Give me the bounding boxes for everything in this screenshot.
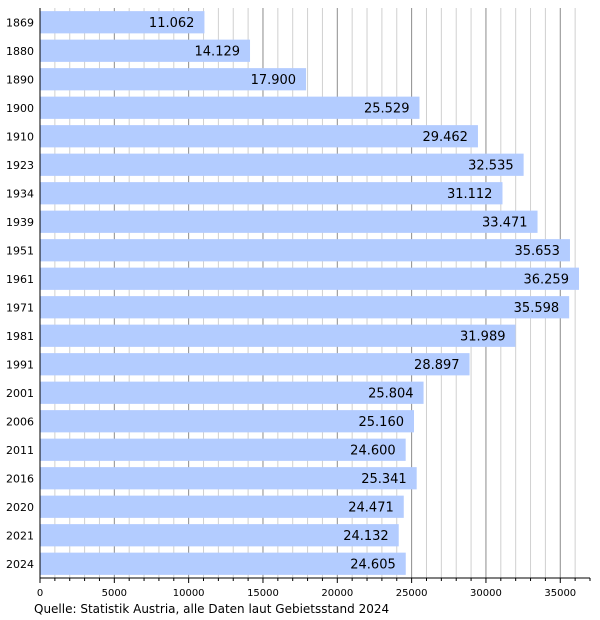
bar-1951 xyxy=(40,239,570,262)
bar-1910 xyxy=(40,125,478,148)
bar-value-label: 31.989 xyxy=(460,329,506,344)
y-tick-label: 1934 xyxy=(6,187,34,200)
source-note: Quelle: Statistik Austria, alle Daten la… xyxy=(34,602,390,616)
bar-1981 xyxy=(40,324,516,347)
bar-value-label: 32.535 xyxy=(468,158,514,173)
bar-1923 xyxy=(40,153,524,176)
y-tick-label: 1890 xyxy=(6,73,34,86)
y-tick-label: 1880 xyxy=(6,45,34,58)
bar-1971 xyxy=(40,296,570,319)
bar-value-label: 36.259 xyxy=(523,272,569,287)
y-tick-label: 1939 xyxy=(6,216,34,229)
bar-2024 xyxy=(40,552,406,575)
y-tick-label: 2020 xyxy=(6,501,34,514)
bar-value-label: 25.529 xyxy=(364,101,410,116)
y-tick-label: 2001 xyxy=(6,387,34,400)
y-tick-label: 2024 xyxy=(6,558,34,571)
bar-value-label: 17.900 xyxy=(251,73,297,88)
bar-1890 xyxy=(40,68,307,91)
bar-1934 xyxy=(40,182,503,205)
y-tick-label: 1923 xyxy=(6,159,34,172)
bar-value-label: 25.804 xyxy=(368,386,414,401)
y-tick-label: 2011 xyxy=(6,444,34,457)
bar-value-label: 24.471 xyxy=(348,500,394,515)
x-tick-label: 15000 xyxy=(247,588,279,599)
y-tick-label: 1981 xyxy=(6,330,34,343)
bar-value-label: 35.653 xyxy=(514,244,560,259)
y-tick-label: 1991 xyxy=(6,358,34,371)
bar-value-label: 24.132 xyxy=(343,529,389,544)
bar-2006 xyxy=(40,410,414,433)
bar-value-label: 11.062 xyxy=(149,16,195,31)
bar-1991 xyxy=(40,353,470,376)
bar-1880 xyxy=(40,39,251,62)
y-tick-label: 1869 xyxy=(6,16,34,29)
bar-2021 xyxy=(40,524,399,547)
bar-value-label: 29.462 xyxy=(422,130,468,145)
bar-value-label: 25.160 xyxy=(359,415,405,430)
y-tick-label: 1900 xyxy=(6,102,34,115)
x-tick-label: 10000 xyxy=(173,588,205,599)
x-tick-label: 5000 xyxy=(102,588,127,599)
y-tick-label: 1910 xyxy=(6,130,34,143)
bar-2001 xyxy=(40,381,424,404)
grid-lines xyxy=(54,8,576,578)
y-tick-label: 2021 xyxy=(6,529,34,542)
bar-value-label: 14.129 xyxy=(195,44,241,59)
bar-value-label: 35.598 xyxy=(514,301,560,316)
bar-1961 xyxy=(40,267,579,290)
bar-value-label: 24.605 xyxy=(350,557,396,572)
x-tick-label: 30000 xyxy=(470,588,502,599)
bar-value-label: 28.897 xyxy=(414,358,460,373)
bar-value-label: 33.471 xyxy=(482,215,528,230)
bar-1939 xyxy=(40,210,538,233)
bar-2020 xyxy=(40,495,404,518)
y-tick-label: 1961 xyxy=(6,273,34,286)
y-tick-label: 2016 xyxy=(6,472,34,485)
bar-2016 xyxy=(40,467,417,490)
y-axis-labels: 1869 1880 1890 1900 1910 1923 1934 1939 1951 1961… xyxy=(6,16,34,571)
bar-1869 xyxy=(40,11,205,34)
bar-value-label: 31.112 xyxy=(447,187,493,202)
x-tick-label: 25000 xyxy=(396,588,428,599)
x-tick-label: 20000 xyxy=(321,588,353,599)
bar-2011 xyxy=(40,438,406,461)
bar-value-label: 24.600 xyxy=(350,443,396,458)
x-tick-label: 0 xyxy=(37,588,43,599)
bar-value-label: 25.341 xyxy=(361,472,407,487)
y-tick-label: 2006 xyxy=(6,415,34,428)
x-axis: 0 5000 10000 15000 20000 25000 30000 35000 xyxy=(37,8,591,599)
bar-1900 xyxy=(40,96,420,119)
x-tick-label: 35000 xyxy=(544,588,576,599)
y-tick-label: 1971 xyxy=(6,301,34,314)
y-tick-label: 1951 xyxy=(6,244,34,257)
